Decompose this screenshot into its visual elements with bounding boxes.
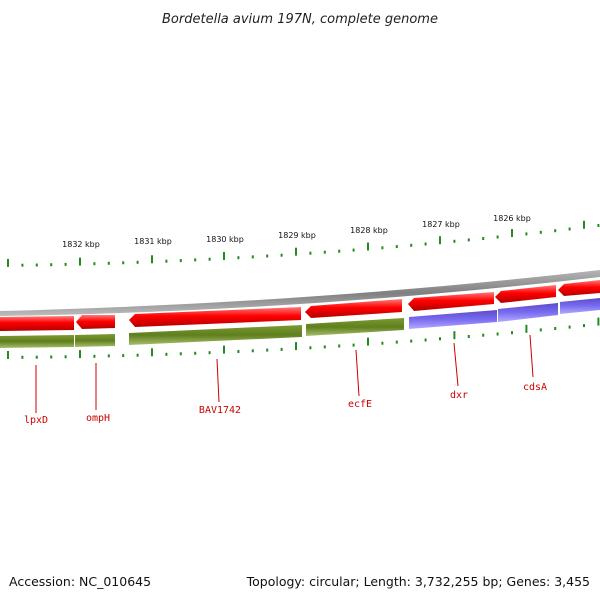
scale-label: 1829 kbp xyxy=(278,231,316,240)
map-title: Bordetella avium 197N, complete genome xyxy=(162,12,438,27)
gene-label-dxr: dxr xyxy=(450,390,468,401)
gene-lpxD-forward xyxy=(0,316,74,331)
gene-ompH-forward xyxy=(76,315,115,329)
scale-label: 1827 kbp xyxy=(422,220,460,229)
forward-strand-genes xyxy=(0,280,600,331)
gene-cdsA-forward xyxy=(495,285,556,303)
genome-backbone xyxy=(0,270,600,316)
scale-label: 1826 kbp xyxy=(493,214,531,223)
scale-label: 1832 kbp xyxy=(62,240,100,249)
callout-line-cdsA xyxy=(529,334,534,378)
gene-callout-lines xyxy=(35,334,534,413)
scale-label: 1828 kbp xyxy=(350,226,388,235)
upper-scale-ticks xyxy=(7,220,600,267)
gene-BAV1742-forward xyxy=(129,307,301,327)
gene-BAV1742-reverse xyxy=(129,325,302,345)
gene-label-BAV1742: BAV1742 xyxy=(199,405,241,416)
gene-edge-forward xyxy=(558,280,600,296)
accession-text: Accession: NC_010645 xyxy=(9,574,151,589)
gene-edge-reverse xyxy=(560,298,600,314)
callout-line-ecfE xyxy=(355,349,360,397)
gene-label-ecfE: ecfE xyxy=(348,399,372,410)
gene-label-ompH: ompH xyxy=(86,413,110,424)
genome-summary-text: Topology: circular; Length: 3,732,255 bp… xyxy=(246,574,590,589)
gene-dxr-reverse xyxy=(409,310,497,329)
gene-labels: lpxD ompH BAV1742 ecfE dxr cdsA xyxy=(24,382,547,426)
gene-ecfE-reverse xyxy=(306,318,404,336)
scale-label: 1830 kbp xyxy=(206,235,244,244)
gene-label-lpxD: lpxD xyxy=(24,415,48,426)
scale-label: 1831 kbp xyxy=(134,237,172,246)
lower-scale-ticks xyxy=(7,317,600,359)
gene-label-cdsA: cdsA xyxy=(523,382,547,393)
gene-ecfE-forward xyxy=(305,299,402,318)
gene-dxr-forward xyxy=(408,292,494,311)
gene-cdsA-reverse xyxy=(498,303,558,322)
gene-lpxD-reverse xyxy=(0,335,74,348)
callout-line-BAV1742 xyxy=(216,358,220,403)
scale-labels: 1832 kbp 1831 kbp 1830 kbp 1829 kbp 1828… xyxy=(62,214,531,249)
gene-ompH-reverse xyxy=(75,334,115,347)
reverse-strand-genes xyxy=(0,298,600,348)
callout-line-dxr xyxy=(453,342,459,387)
